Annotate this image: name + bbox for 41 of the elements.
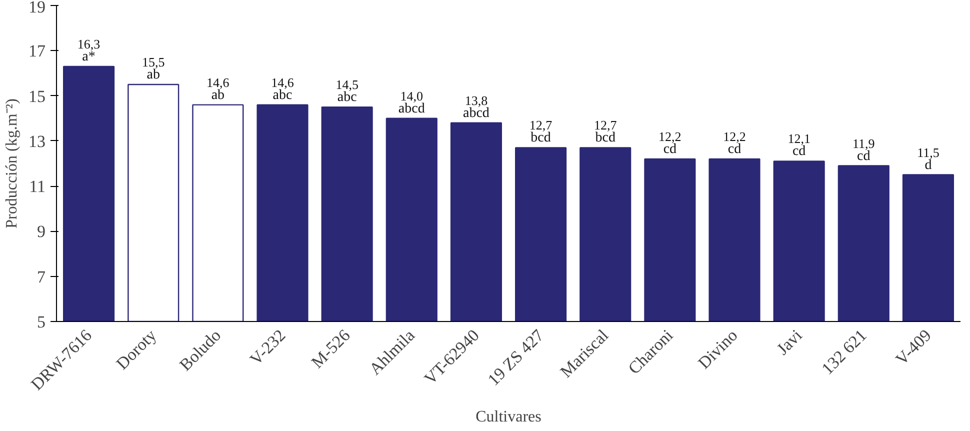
annotation: d — [924, 158, 932, 173]
data-label: 16,3 — [77, 36, 100, 52]
y-tick-label: 9 — [37, 222, 46, 242]
y-tick-label: 7 — [37, 267, 46, 286]
y-axis-title: Producción (kg.m⁻²) — [4, 98, 20, 228]
y-tick-label: 13 — [28, 132, 46, 151]
annotation: cd — [728, 142, 742, 157]
annotation: cd — [857, 148, 870, 164]
x-tick-label: 132 621 — [818, 326, 870, 378]
y-tick-label: 17 — [28, 42, 46, 61]
data-label: 12,1 — [788, 131, 810, 146]
data-label: 12,2 — [723, 128, 746, 144]
annotation: bcd — [530, 130, 551, 146]
annotation: abc — [337, 90, 357, 106]
data-label: 14,5 — [336, 77, 358, 92]
annotation: abc — [272, 88, 292, 103]
annotation: cd — [792, 144, 806, 160]
data-label: 12,7 — [594, 118, 618, 133]
data-label: 11,9 — [852, 136, 875, 151]
data-label: 11,5 — [917, 144, 940, 160]
data-label: 14,6 — [271, 74, 294, 90]
data-label: 12,2 — [658, 128, 682, 144]
annotation: abcd — [463, 106, 490, 121]
data-label: 14,0 — [400, 88, 424, 104]
data-label: 12,7 — [529, 118, 553, 133]
y-tick-label: 19 — [28, 0, 46, 16]
data-label: 13,8 — [464, 92, 488, 108]
x-axis-title: Cultivares — [476, 408, 542, 426]
annotation: a* — [82, 49, 96, 64]
annotation: abcd — [398, 101, 425, 116]
y-tick-label: 5 — [37, 312, 46, 332]
x-tick-label: Javi — [772, 326, 806, 359]
y-tick-label: 15 — [28, 86, 46, 106]
annotation: cd — [663, 142, 677, 157]
annotation: ab — [146, 68, 160, 82]
y-tick-label: 11 — [29, 177, 46, 196]
data-label: 14,6 — [206, 74, 230, 90]
x-tick-label: 19 ZS 427 — [484, 325, 548, 390]
annotation: ab — [211, 88, 225, 103]
data-label: 15,5 — [142, 54, 165, 70]
annotation: bcd — [595, 130, 616, 146]
